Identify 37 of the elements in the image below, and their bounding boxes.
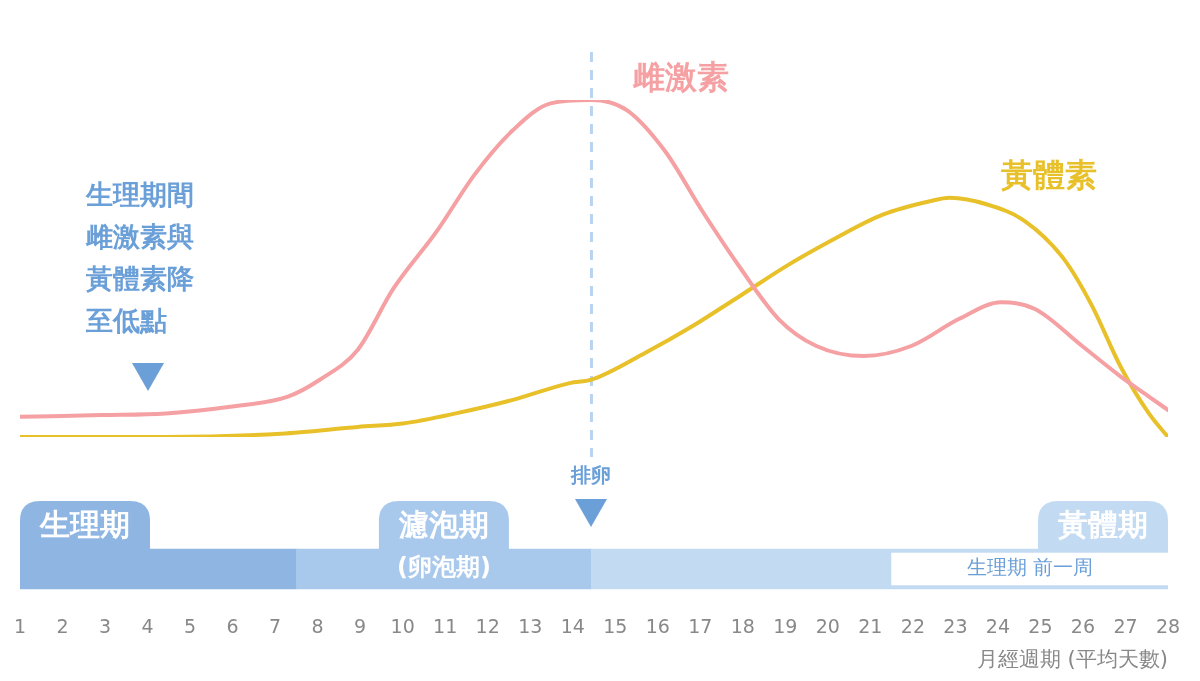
x-tick-label: 21 [858, 615, 883, 638]
x-tick-label: 22 [900, 615, 925, 638]
x-tick-label: 19 [773, 615, 798, 638]
series-label: 生理期 [39, 506, 130, 542]
x-tick-label: 10 [390, 615, 415, 638]
x-tick-label: 26 [1070, 615, 1096, 638]
series-label: 黃體期 [1058, 506, 1148, 542]
series-label: 濾泡期(卵泡期) [396, 506, 491, 582]
x-tick-label: 25 [1028, 615, 1053, 638]
x-tick-label: 8 [311, 615, 324, 638]
series-label: 黃體素 [1001, 156, 1098, 195]
annotation: 生理期間雌激素與黃體素降至低點 [84, 179, 194, 337]
x-tick-label: 7 [269, 615, 282, 638]
ref-line-label: 排卵 [570, 463, 612, 488]
x-tick-label: 6 [226, 615, 239, 638]
x-tick-label: 11 [433, 615, 458, 638]
x-tick-label: 5 [184, 615, 197, 638]
x-tick-label: 23 [943, 615, 968, 638]
x-axis-title: 月經週期 (平均天數) [976, 646, 1168, 671]
x-tick-label: 12 [475, 615, 500, 638]
x-tick-label: 15 [603, 615, 628, 638]
x-tick-label: 16 [645, 615, 670, 638]
x-tick-label: 3 [98, 615, 112, 638]
x-tick-label: 1 [13, 615, 27, 638]
x-tick-label: 24 [985, 615, 1011, 638]
x-tick-label: 9 [354, 615, 367, 638]
series-label: 生理期 前一周 [966, 555, 1093, 580]
x-tick-label: 28 [1155, 615, 1181, 638]
x-tick-label: 18 [730, 615, 755, 638]
x-tick-label: 14 [560, 615, 585, 638]
x-tick-label: 4 [141, 615, 154, 638]
x-tick-label: 20 [815, 615, 840, 638]
x-tick-label: 2 [56, 615, 69, 638]
x-tick-label: 17 [688, 615, 713, 638]
x-tick-label: 27 [1113, 615, 1138, 638]
x-tick-label: 13 [518, 615, 543, 638]
series-label: 雌激素 [632, 58, 730, 97]
